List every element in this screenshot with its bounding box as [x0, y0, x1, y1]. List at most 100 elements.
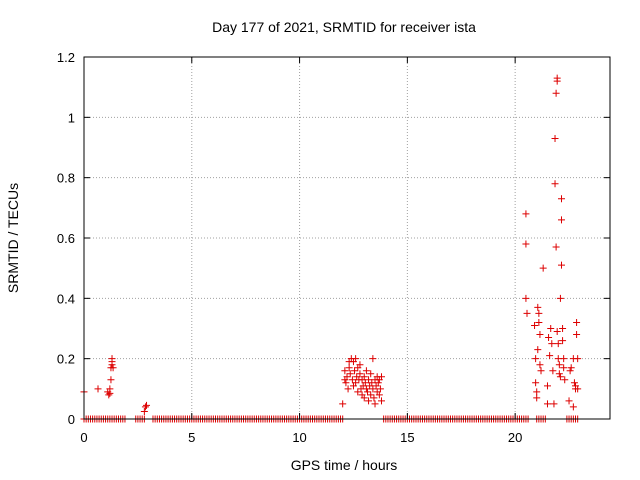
data-point	[106, 389, 114, 397]
data-point	[356, 361, 364, 369]
data-point	[361, 379, 369, 387]
data-point	[557, 261, 565, 269]
data-point	[555, 361, 563, 369]
data-point	[339, 400, 347, 408]
data-point	[560, 364, 568, 372]
data-point	[365, 376, 373, 384]
data-point	[533, 388, 541, 396]
data-point	[356, 370, 364, 378]
data-point	[557, 195, 565, 203]
data-point	[341, 367, 349, 375]
data-point	[561, 376, 569, 384]
chart-title: Day 177 of 2021, SRMTID for receiver ist…	[212, 19, 476, 35]
y-tick-labels: 0 0.2 0.4 0.6 0.8 1 1.2	[57, 50, 75, 427]
data-point	[377, 373, 385, 381]
data-point	[360, 394, 368, 402]
data-point	[553, 77, 561, 85]
y-tick-label: 0.4	[57, 291, 75, 306]
y-tick-label: 0.2	[57, 352, 75, 367]
data-point	[371, 400, 379, 408]
data-point	[532, 379, 540, 387]
data-point	[523, 309, 531, 317]
data-point	[351, 367, 359, 375]
data-point	[545, 334, 553, 342]
data-point	[94, 385, 102, 393]
y-tick-label: 0.8	[57, 171, 75, 186]
data-point	[362, 385, 370, 393]
data-point	[552, 243, 560, 251]
data-point	[343, 373, 351, 381]
data-point	[362, 367, 370, 375]
data-point	[533, 394, 541, 402]
y-tick-label: 1.2	[57, 50, 75, 65]
data-point	[376, 385, 384, 393]
data-point	[522, 294, 530, 302]
data-point	[567, 364, 575, 372]
x-tick-label: 5	[188, 430, 195, 445]
x-tick-labels: 0 5 10 15 20	[80, 430, 522, 445]
data-point	[141, 403, 149, 411]
data-point	[532, 355, 540, 363]
data-point	[555, 370, 563, 378]
data-point	[556, 373, 564, 381]
data-point	[360, 373, 368, 381]
data-point	[369, 385, 377, 393]
x-tick-label: 10	[292, 430, 306, 445]
data-point	[554, 340, 562, 348]
data-point	[105, 391, 113, 399]
data-point	[367, 391, 375, 399]
data-point	[354, 388, 362, 396]
data-point	[370, 394, 378, 402]
x-tick-label: 20	[508, 430, 522, 445]
data-point	[551, 134, 559, 142]
data-point	[367, 370, 375, 378]
data-point	[535, 318, 543, 326]
data-point	[570, 379, 578, 387]
data-point	[107, 376, 115, 384]
data-point	[569, 403, 577, 411]
y-axis-title: SRMTID / TECUs	[5, 183, 21, 293]
data-point	[552, 89, 560, 97]
data-point	[109, 364, 117, 372]
data-point	[108, 355, 116, 363]
data-point	[537, 367, 545, 375]
data-point	[559, 337, 567, 345]
data-point	[549, 367, 557, 375]
data-point	[556, 294, 564, 302]
data-point	[573, 331, 581, 339]
data-point	[543, 400, 551, 408]
data-point	[550, 400, 558, 408]
data-point	[547, 325, 555, 332]
data-point	[548, 340, 556, 348]
data-point	[140, 407, 148, 415]
data-point	[363, 388, 371, 396]
data-point	[342, 379, 350, 387]
data-point	[534, 303, 542, 311]
y-tick-label: 0.6	[57, 231, 75, 246]
data-point	[574, 385, 582, 393]
data-point	[352, 379, 360, 387]
data-point	[534, 346, 542, 354]
data-points	[80, 74, 582, 423]
data-point	[346, 370, 354, 378]
x-tick-label: 0	[80, 430, 87, 445]
x-axis-title: GPS time / hours	[291, 457, 398, 473]
data-point	[375, 391, 383, 399]
data-point	[345, 364, 353, 372]
data-point	[374, 379, 382, 387]
data-point	[560, 355, 568, 363]
y-tick-label: 1	[68, 110, 75, 125]
data-point	[368, 379, 376, 387]
data-point	[143, 401, 151, 409]
data-point	[574, 355, 582, 363]
data-point	[557, 216, 565, 224]
data-point	[531, 321, 539, 329]
x-tick-label: 15	[400, 430, 414, 445]
data-point	[539, 264, 547, 272]
data-point	[352, 355, 360, 363]
axis-ticks	[83, 56, 610, 420]
data-point	[543, 382, 551, 390]
data-point	[553, 328, 561, 336]
data-point	[344, 385, 352, 393]
